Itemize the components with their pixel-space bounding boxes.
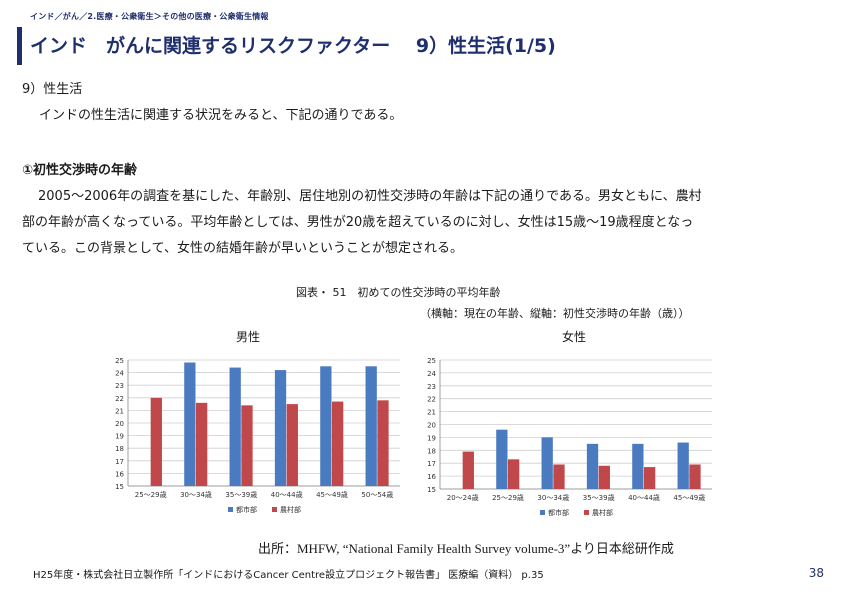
x-tick-label: 50～54歳 [361, 490, 393, 499]
x-tick-label: 30～34歳 [537, 493, 569, 502]
legend-label: 都市部 [548, 508, 569, 517]
legend-label: 農村部 [592, 508, 613, 517]
y-tick-label: 18 [115, 445, 124, 453]
bar-urban [632, 443, 644, 489]
bar-urban [586, 443, 599, 489]
bar-rural [553, 464, 565, 489]
y-tick-label: 24 [115, 370, 124, 378]
bar-rural [150, 397, 162, 486]
x-tick-label: 35～39歳 [583, 493, 615, 502]
legend-label: 都市部 [236, 505, 257, 514]
y-tick-label: 19 [115, 433, 124, 441]
bar-rural [644, 467, 656, 489]
bar-urban [229, 367, 241, 486]
chart-title-female: 女性 [562, 330, 587, 344]
bar-urban [184, 362, 196, 486]
bar-rural [508, 459, 520, 489]
y-tick-label: 20 [427, 422, 436, 430]
paragraph-line-1: 2005～2006年の調査を基にした、年齢別、居住地別の初性交渉時の年齢は下記の… [38, 189, 702, 204]
bar-rural [598, 465, 610, 489]
y-tick-label: 22 [115, 395, 124, 403]
x-tick-label: 30～34歳 [180, 490, 212, 499]
section-heading: 9）性生活 [22, 82, 83, 97]
bar-rural [377, 400, 389, 486]
y-tick-label: 15 [115, 483, 124, 491]
x-tick-label: 25～29歳 [492, 493, 524, 502]
x-tick-label: 35～39歳 [225, 490, 257, 499]
bar-rural [332, 401, 344, 486]
intro-text: インドの性生活に関連する状況をみると、下記の通りである。 [39, 108, 403, 123]
bar-urban [677, 442, 689, 489]
figure-subcaption: （横軸：現在の年齢、縦軸：初性交渉時の年齢（歳）） [420, 307, 690, 320]
bar-rural [462, 451, 474, 489]
y-tick-label: 23 [115, 382, 124, 390]
bar-urban [274, 370, 287, 486]
y-tick-label: 21 [427, 409, 436, 417]
y-tick-label: 25 [115, 357, 124, 365]
chart-title-male: 男性 [236, 330, 261, 344]
legend-swatch [228, 507, 233, 512]
y-tick-label: 20 [115, 420, 124, 428]
y-tick-label: 25 [427, 357, 436, 365]
figure-caption: 図表・ 51 初めての性交渉時の平均年齢 [296, 286, 501, 299]
x-tick-label: 40～44歳 [628, 493, 660, 502]
x-tick-label: 20～24歳 [447, 493, 479, 502]
page-number: 38 [808, 566, 824, 580]
y-tick-label: 15 [427, 486, 436, 494]
y-tick-label: 19 [427, 434, 436, 442]
y-tick-label: 24 [427, 370, 436, 378]
x-tick-label: 40～44歳 [271, 490, 303, 499]
y-tick-label: 23 [427, 383, 436, 391]
x-tick-label: 25～29歳 [135, 490, 167, 499]
x-tick-label: 45～49歳 [316, 490, 348, 499]
x-tick-label: 45～49歳 [673, 493, 705, 502]
legend-label: 農村部 [280, 505, 301, 514]
paragraph-line-3: ている。この背景として、女性の結婚年齢が早いということが想定される。 [22, 241, 463, 256]
bar-rural [689, 464, 701, 489]
legend-swatch [540, 510, 545, 515]
y-tick-label: 17 [427, 460, 436, 468]
legend-swatch [272, 507, 277, 512]
bar-rural [286, 404, 298, 486]
bar-urban [320, 366, 332, 486]
y-tick-label: 16 [115, 470, 124, 478]
chart-female: 15 16 17 18 19 20 21 22 23 24 25 20～24歳 25～29歳 30～34歳… [427, 357, 712, 517]
footer-text: H25年度・株式会社日立製作所「インドにおけるCancer Centre設立プロ… [33, 570, 544, 581]
page-title: インド がんに関連するリスクファクター 9）性生活(1/5) [30, 35, 556, 57]
title-accent-bar [17, 27, 22, 65]
breadcrumb: インド／がん／2.医療・公衆衛生＞その他の医療・公衆衛生情報 [30, 12, 269, 21]
bar-rural [241, 405, 253, 486]
source-note: 出所：MHFW, “National Family Health Survey … [258, 541, 674, 556]
y-tick-label: 16 [427, 473, 436, 481]
y-tick-label: 22 [427, 396, 436, 404]
y-tick-label: 17 [115, 458, 124, 466]
paragraph-line-2: 部の年齢が高くなっている。平均年齢としては、男性が20歳を超えているのに対し、女… [22, 215, 694, 230]
y-tick-label: 21 [115, 407, 124, 415]
legend-swatch [584, 510, 589, 515]
y-tick-label: 18 [427, 447, 436, 455]
subsection-heading: ①初性交渉時の年齢 [22, 163, 138, 178]
bar-urban [365, 366, 377, 486]
bar-urban [496, 429, 508, 489]
bar-urban [541, 437, 553, 489]
bar-rural [196, 402, 208, 486]
chart-male: 15 16 17 18 19 20 21 22 23 24 25 25～29歳 30～34歳 35～39歳… [115, 357, 400, 514]
